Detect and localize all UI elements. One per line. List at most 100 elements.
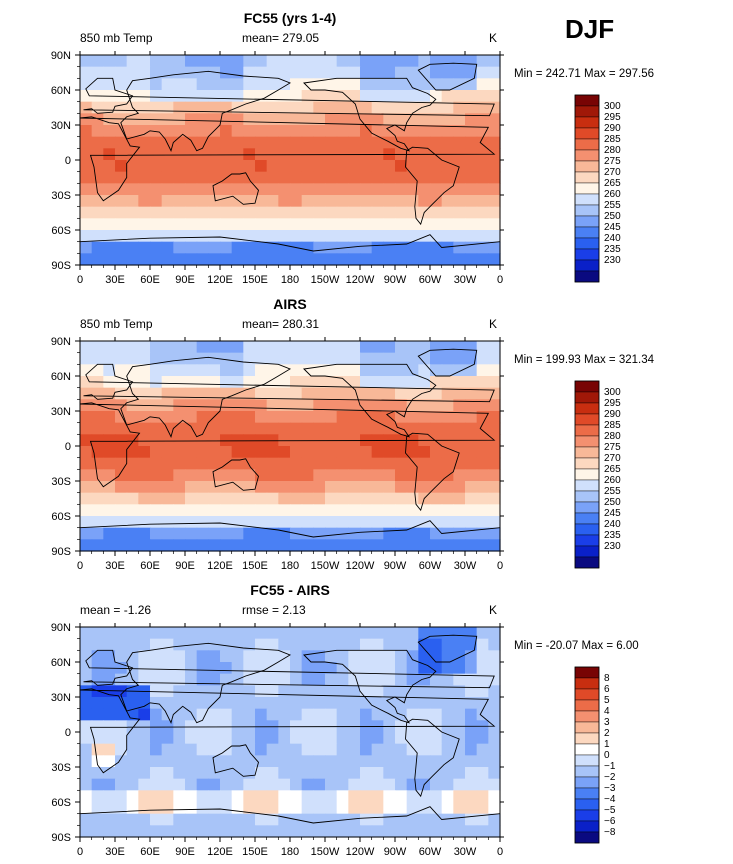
heatmap-cell xyxy=(150,241,163,254)
heatmap-cell xyxy=(313,136,326,149)
heatmap-cell xyxy=(266,813,279,826)
heatmap-cell xyxy=(115,767,128,780)
heatmap-cell xyxy=(208,743,221,756)
heatmap-cell xyxy=(453,160,466,173)
colorbar-swatch xyxy=(574,413,600,426)
heatmap-cell xyxy=(371,218,384,231)
heatmap-cell xyxy=(266,195,279,208)
heatmap-cell xyxy=(103,732,116,745)
heatmap-cell xyxy=(406,341,419,354)
heatmap-cell xyxy=(406,813,419,826)
heatmap-cell xyxy=(150,504,163,517)
heatmap-cell xyxy=(173,767,186,780)
heatmap-cell xyxy=(208,516,221,529)
heatmap-cell xyxy=(243,341,256,354)
heatmap-cell xyxy=(126,790,139,803)
heatmap-cell xyxy=(488,457,501,470)
heatmap-cell xyxy=(290,778,303,791)
heatmap-cell xyxy=(255,481,268,494)
heatmap-cell xyxy=(395,802,408,815)
heatmap-cell xyxy=(336,125,349,138)
heatmap-cell xyxy=(301,527,314,540)
heatmap-cell xyxy=(430,755,443,768)
heatmap-cell xyxy=(430,78,443,91)
heatmap-cell xyxy=(371,253,384,266)
heatmap-cell xyxy=(150,755,163,768)
heatmap-cell xyxy=(301,376,314,389)
heatmap-cell xyxy=(231,802,244,815)
heatmap-cell xyxy=(348,685,361,698)
heatmap-cell xyxy=(161,504,174,517)
heatmap-cell xyxy=(290,206,303,219)
heatmap-cell xyxy=(208,662,221,675)
heatmap-cell xyxy=(138,708,151,721)
heatmap-cell xyxy=(441,411,454,424)
x-tick-label: 90E xyxy=(175,274,195,286)
heatmap-cell xyxy=(150,481,163,494)
heatmap-cell xyxy=(325,352,338,365)
heatmap-cell xyxy=(301,78,314,91)
heatmap-cell xyxy=(161,218,174,231)
heatmap-cell xyxy=(266,778,279,791)
x-tick-label: 60W xyxy=(419,274,442,286)
heatmap-cell xyxy=(395,638,408,651)
colorbar-label: 0 xyxy=(604,750,610,761)
heatmap-cell xyxy=(138,148,151,161)
heatmap-cell xyxy=(453,66,466,79)
heatmap-cell xyxy=(243,662,256,675)
heatmap-cell xyxy=(220,241,233,254)
heatmap-cell xyxy=(406,78,419,91)
heatmap-cell xyxy=(255,755,268,768)
heatmap-cell xyxy=(173,720,186,733)
heatmap-cell xyxy=(278,90,291,103)
heatmap-cell xyxy=(115,638,128,651)
heatmap-cell xyxy=(371,341,384,354)
heatmap-cell xyxy=(266,527,279,540)
heatmap-cell xyxy=(395,825,408,838)
heatmap-cell xyxy=(220,662,233,675)
coastline-australia xyxy=(212,744,259,777)
heatmap-cell xyxy=(220,78,233,91)
heatmap-cell xyxy=(453,743,466,756)
colorbar-label: 265 xyxy=(604,464,621,475)
heatmap-cell xyxy=(220,411,233,424)
heatmap-cell xyxy=(360,171,373,184)
colorbar-label: 285 xyxy=(604,420,621,431)
heatmap-cell xyxy=(406,778,419,791)
heatmap-cell xyxy=(476,55,489,68)
heatmap-cell xyxy=(278,341,291,354)
heatmap-cell xyxy=(371,481,384,494)
heatmap-cell xyxy=(150,708,163,721)
heatmap-cell xyxy=(126,78,139,91)
heatmap-cell xyxy=(336,411,349,424)
heatmap-cell xyxy=(103,504,116,517)
heatmap-cell xyxy=(383,825,396,838)
heatmap-cell xyxy=(348,422,361,435)
heatmap-cell xyxy=(441,341,454,354)
heatmap-cell xyxy=(325,230,338,243)
heatmap-cell xyxy=(406,113,419,126)
heatmap-cell xyxy=(196,673,209,686)
heatmap-cell xyxy=(278,790,291,803)
heatmap-cell xyxy=(161,55,174,68)
heatmap-cell xyxy=(208,539,221,552)
heatmap-cell xyxy=(185,230,198,243)
heatmap-cell xyxy=(91,352,104,365)
heatmap-cell xyxy=(208,767,221,780)
heatmap-cell xyxy=(453,457,466,470)
heatmap-cell xyxy=(383,662,396,675)
heatmap-cell xyxy=(196,504,209,517)
heatmap-cell xyxy=(126,825,139,838)
heatmap-cell xyxy=(91,539,104,552)
x-tick-label: 180 xyxy=(281,274,299,286)
heatmap-cell xyxy=(371,160,384,173)
coastline-greenland xyxy=(417,348,478,377)
heatmap-cell xyxy=(161,527,174,540)
heatmap-cell xyxy=(488,516,501,529)
heatmap-cell xyxy=(453,125,466,138)
heatmap-cell xyxy=(220,218,233,231)
heatmap-cell xyxy=(418,218,431,231)
heatmap-cell xyxy=(418,183,431,196)
heatmap-cell xyxy=(150,55,163,68)
heatmap-cell xyxy=(325,387,338,400)
